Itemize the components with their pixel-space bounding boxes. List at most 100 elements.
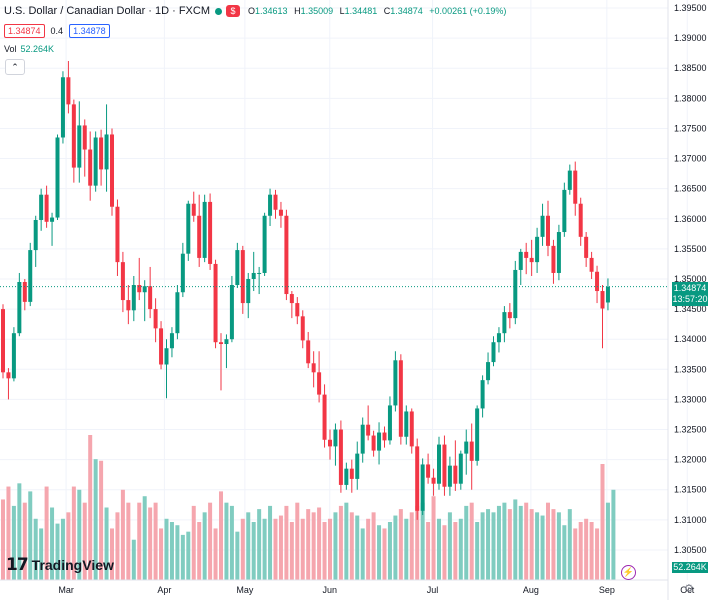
volume-bar: [382, 528, 387, 580]
candle-body: [458, 453, 463, 484]
candle-body: [475, 408, 480, 461]
volume-bar: [344, 502, 349, 580]
candle-body: [398, 360, 403, 437]
price-tick-label: 1.31500: [674, 485, 707, 495]
volume-bar: [377, 525, 382, 580]
time-axis[interactable]: Mar Apr May Jun Jul Aug Sep Oct: [58, 585, 694, 595]
volume-bar: [17, 483, 22, 580]
symbol-header[interactable]: U.S. Dollar / Canadian Dollar · 1D · FXC…: [4, 5, 510, 17]
volume-bar: [229, 505, 234, 580]
volume-bar: [317, 507, 322, 580]
bar-countdown: 13:57:20: [672, 294, 708, 304]
volume-bar: [393, 515, 398, 580]
candle-body: [213, 263, 218, 343]
candle-body: [219, 342, 223, 345]
candle-body: [229, 285, 234, 340]
volume-bar: [349, 512, 354, 580]
candle-body: [355, 453, 360, 479]
price-tick-label: 1.39500: [674, 3, 707, 13]
candle-body: [115, 206, 120, 263]
volume-bar: [562, 525, 567, 580]
volume-bar: [453, 522, 458, 580]
candle-body: [148, 286, 153, 310]
candle-body: [278, 209, 283, 216]
candle-body: [262, 215, 267, 273]
candle-body: [529, 257, 534, 263]
volume-bar: [475, 522, 480, 580]
candle-body: [202, 201, 207, 258]
tradingview-logo[interactable]: 17 TradingView: [6, 555, 114, 575]
volume-bar: [573, 528, 578, 580]
price-tick-label: 1.38500: [674, 63, 707, 73]
candle-body: [551, 245, 556, 273]
candle-body: [120, 262, 125, 301]
volume-value: 52.264K: [20, 44, 55, 54]
candle-body: [44, 194, 49, 222]
volume-bar: [595, 528, 600, 580]
buy-button[interactable]: 1.34878: [69, 24, 110, 38]
candle-body: [524, 251, 529, 258]
sell-button[interactable]: 1.34874: [4, 24, 45, 38]
volume-bar: [55, 523, 60, 580]
settings-gear-icon[interactable]: ⚙: [684, 583, 694, 595]
last-price-value: 1.34874: [673, 283, 707, 293]
lightning-icon[interactable]: ⚡: [621, 565, 636, 580]
candle-body: [33, 219, 38, 251]
symbol-title[interactable]: U.S. Dollar / Canadian Dollar · 1D · FXC…: [4, 5, 211, 17]
volume-bar: [442, 525, 447, 580]
volume-bar: [524, 502, 529, 580]
candle-body: [71, 104, 76, 168]
price-tick-label: 1.38000: [674, 93, 707, 103]
candle-body: [382, 432, 387, 441]
price-tick-label: 1.37500: [674, 123, 707, 133]
candle-body: [535, 236, 540, 263]
date-tick-label: Oct: [680, 585, 695, 595]
price-tick-label: 1.30500: [674, 545, 707, 555]
volume-bar: [213, 528, 218, 580]
candle-body: [28, 250, 33, 302]
volume-bar: [409, 512, 414, 580]
volume-bar: [507, 509, 512, 580]
candle-body: [556, 232, 561, 273]
volume-bar: [93, 459, 98, 580]
candle-body: [317, 372, 322, 395]
candle-body: [491, 342, 496, 363]
volume-bar: [33, 518, 38, 580]
volume-bar: [404, 518, 409, 580]
price-tick-label: 1.35500: [674, 244, 707, 254]
price-tick-label: 1.34500: [674, 304, 707, 314]
candle-body: [159, 328, 164, 365]
candle-body: [540, 215, 545, 237]
volume-bar: [611, 489, 616, 580]
candle-body: [562, 189, 567, 233]
price-axis[interactable]: 1.39500 1.39000 1.38500 1.38000 1.37500 1.370…: [674, 3, 707, 555]
volume-bar: [82, 502, 87, 580]
volume-bar: [22, 502, 27, 580]
volume-bar: [137, 502, 142, 580]
candle-body: [126, 300, 131, 311]
low-value: 1.34481: [344, 6, 378, 16]
volume-legend[interactable]: Vol 52.264K: [4, 44, 54, 54]
volume-bar: [360, 528, 365, 580]
volume-bar: [458, 518, 463, 580]
candle-body: [300, 316, 305, 341]
volume-bar: [153, 502, 158, 580]
candle-body: [273, 194, 278, 210]
candle-body: [268, 194, 273, 216]
candle-body: [208, 201, 213, 264]
collapse-legend-button[interactable]: ⌃: [5, 59, 25, 75]
candle-body: [338, 429, 343, 485]
candle-body: [131, 285, 136, 311]
candle-body: [486, 362, 491, 381]
volume-bar: [115, 512, 120, 580]
volume-label: Vol: [4, 44, 17, 54]
volume-bar: [284, 505, 289, 580]
date-tick-label: Apr: [157, 585, 171, 595]
volume-bar: [180, 534, 185, 580]
candle-body: [437, 444, 441, 484]
volume-bar: [28, 491, 33, 580]
candle-body: [442, 444, 447, 487]
volume-bar: [191, 505, 196, 580]
change-value: +0.00261 (+0.19%): [429, 6, 507, 16]
